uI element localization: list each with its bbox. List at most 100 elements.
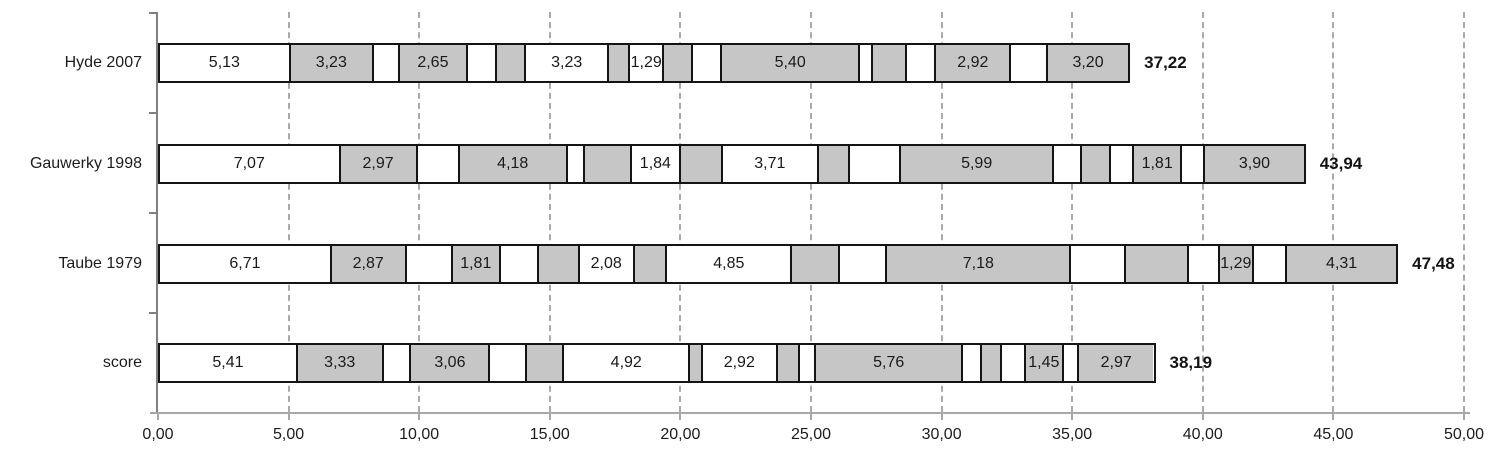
bar-segment	[906, 45, 937, 81]
y-axis-tick	[149, 12, 157, 14]
x-axis-tick	[1201, 414, 1204, 420]
stacked-bar: 7,07 2,97 4,18 1,84 3,71 5,99 1,81 3,90	[158, 144, 1306, 184]
bar-total-label: 38,19	[1169, 353, 1213, 372]
bar-segment	[609, 45, 631, 81]
x-axis-tick-label: 50,00	[1443, 426, 1485, 443]
bar-segment: 3,71	[723, 146, 819, 182]
bar-segment: 7,07	[160, 146, 341, 182]
bar-segment: 2,08	[579, 246, 635, 282]
x-axis-tick-label: 5,00	[273, 426, 305, 443]
bar-segment	[792, 246, 840, 282]
bar-segment: 2,92	[702, 345, 778, 381]
bar-segment: 3,90	[1205, 146, 1304, 182]
bar-segment: 5,40	[722, 45, 860, 81]
bar-total-label: 37,22	[1144, 53, 1187, 72]
bar-segment: 1,81	[1134, 146, 1182, 182]
segment-value-label: 1,29	[630, 54, 662, 71]
gridline	[1071, 12, 1074, 412]
bar-segment	[859, 45, 874, 81]
segment-value-label: 3,23	[551, 54, 583, 71]
y-axis-tick	[149, 312, 157, 314]
bar-segment: 5,99	[901, 146, 1055, 182]
x-axis-tick	[940, 414, 943, 420]
segment-value-label: 1,84	[639, 155, 671, 172]
segment-value-label: 2,08	[590, 255, 622, 272]
bar-segment	[1064, 345, 1079, 381]
segment-value-label: 2,92	[957, 54, 989, 71]
segment-value-label: 1,29	[1220, 255, 1252, 272]
y-axis-tick	[149, 112, 157, 114]
bar-segment: 2,87	[331, 246, 407, 282]
bar-segment	[538, 246, 580, 282]
bar-segment: 5,13	[160, 45, 291, 81]
category-label: Taube 1979	[58, 255, 142, 272]
bar-segment: 1,29	[630, 45, 665, 81]
x-axis-tick	[679, 414, 682, 420]
segment-value-label: 1,81	[1141, 155, 1173, 172]
bar-segment	[490, 345, 527, 381]
bar-segment	[1125, 246, 1190, 282]
bar-segment	[873, 45, 907, 81]
bar-total-label: 47,48	[1412, 254, 1455, 273]
bar-segment: 3,23	[526, 45, 610, 81]
y-axis-tick	[149, 212, 157, 214]
bar-segment	[664, 45, 693, 81]
bar-segment: 3,06	[411, 345, 491, 381]
bar-segment: 1,29	[1219, 246, 1255, 282]
segment-value-label: 3,71	[754, 155, 786, 172]
bar-segment: 2,65	[399, 45, 469, 81]
category-label: score	[102, 354, 142, 371]
bar-segment	[496, 45, 527, 81]
segment-value-label: 2,87	[352, 255, 384, 272]
bar-segment	[1011, 45, 1048, 81]
bar-segment	[584, 146, 633, 182]
segment-value-label: 3,20	[1072, 54, 1104, 71]
x-axis-tick	[548, 414, 551, 420]
bar-segment	[1054, 146, 1082, 182]
bar-segment	[373, 45, 400, 81]
gridline	[1332, 12, 1335, 412]
x-axis-tick	[418, 414, 421, 420]
segment-value-label: 6,71	[229, 255, 261, 272]
x-axis-tick	[1071, 414, 1074, 420]
bar-segment: 6,71	[160, 246, 332, 282]
bar-segment: 2,97	[1078, 345, 1154, 381]
bar-total-label: 43,94	[1319, 154, 1363, 173]
bar-segment	[417, 146, 460, 182]
bar-segment	[849, 146, 901, 182]
x-axis-tick-label: 10,00	[399, 426, 440, 443]
segment-value-label: 3,06	[434, 354, 466, 371]
bar-segment: 1,81	[452, 246, 501, 282]
segment-value-label: 5,13	[208, 54, 240, 71]
segment-value-label: 7,18	[962, 255, 994, 272]
stacked-bar: 5,13 3,23 2,65 3,23 1,29 5,40 2,92 3,20	[158, 43, 1131, 83]
gridline	[418, 12, 421, 412]
bar-segment	[634, 246, 668, 282]
segment-value-label: 3,90	[1238, 155, 1271, 172]
segment-value-label: 5,76	[873, 354, 905, 371]
segment-value-label: 4,92	[610, 354, 642, 371]
bar-segment	[839, 246, 888, 282]
bar-segment	[963, 345, 982, 381]
bar-segment	[777, 345, 801, 381]
bar-segment: 4,85	[667, 246, 793, 282]
gridline	[1463, 12, 1465, 412]
x-axis-tick-label: 45,00	[1313, 426, 1354, 443]
x-axis-tick	[1332, 414, 1335, 420]
bar-segment: 7,18	[887, 246, 1072, 282]
x-axis-tick	[810, 414, 812, 420]
gridline	[679, 12, 682, 412]
bar-segment	[1071, 246, 1126, 282]
x-axis-tick-label: 0,00	[142, 426, 174, 443]
x-axis-tick-label: 15,00	[529, 426, 570, 443]
category-label: Gauwerky 1998	[29, 155, 142, 172]
bar-segment	[383, 345, 412, 381]
bar-segment: 4,92	[564, 345, 691, 381]
bar-segment	[1111, 146, 1135, 182]
x-axis-tick-label: 40,00	[1182, 426, 1223, 443]
x-axis-tick-label: 25,00	[790, 426, 832, 443]
bar-segment	[1182, 146, 1206, 182]
bar-segment	[1081, 146, 1112, 182]
segment-value-label: 4,31	[1326, 255, 1358, 272]
x-axis-tick	[1463, 414, 1465, 420]
